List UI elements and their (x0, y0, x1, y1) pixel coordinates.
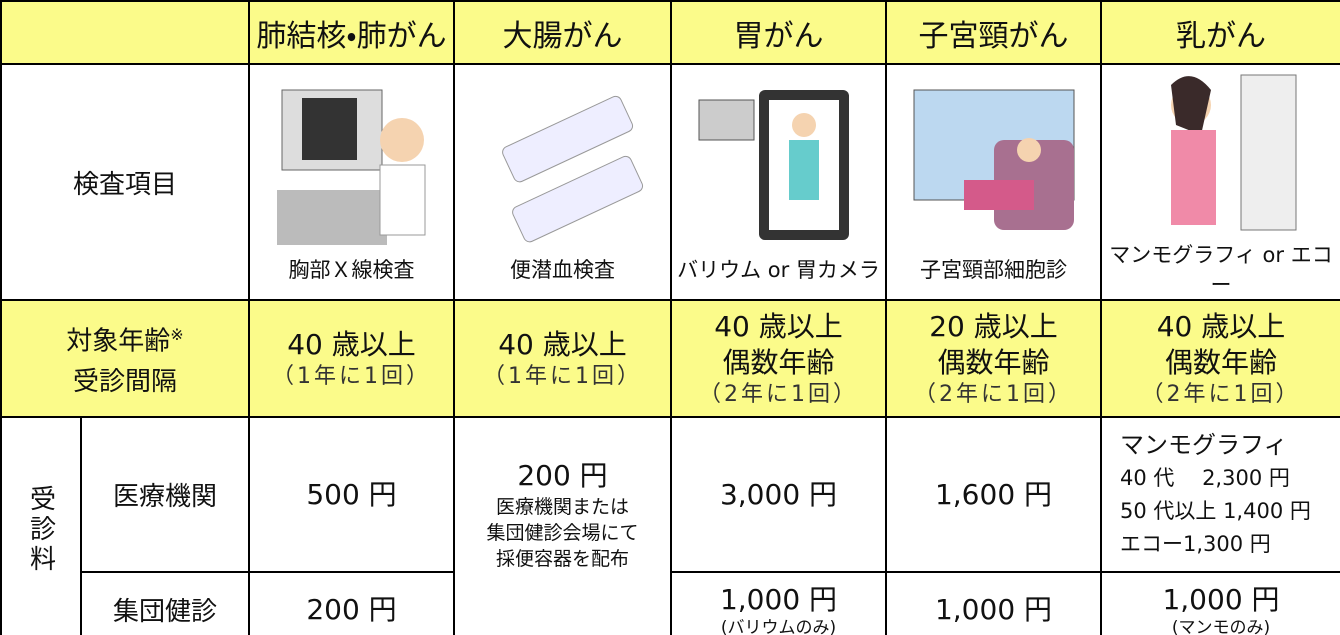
exam-name: 便潜血検査 (510, 258, 615, 282)
fee-cell: 1,000 円 (マンモのみ) (1100, 571, 1340, 635)
fee-cell: 200 円 (248, 571, 455, 635)
age-text: 40 歳以上 (1156, 309, 1286, 343)
age-cell: 40 歳以上 （1年に1回） (453, 299, 672, 418)
age-text: 20 歳以上 (929, 309, 1058, 343)
age-text: 偶数年齢 (1164, 345, 1277, 379)
fee-cell: 1,000 円 (885, 571, 1102, 635)
fee-group-row: 集団健診 200 円 1,000 円 (バリウムのみ) 1,000 円 1,000… (1, 571, 1340, 635)
label-line: 対象年齢 (66, 326, 171, 357)
age-cell: 40 歳以上 （1年に1回） (248, 299, 455, 418)
exam-cell: マンモグラフィ or エコー (1100, 63, 1340, 301)
age-cell: 20 歳以上 偶数年齢 （2年に1回） (885, 299, 1102, 418)
fee-line: 50 代以上 1,400 円 (1120, 498, 1311, 523)
age-row: 対象年齢※ 受診間隔 40 歳以上 （1年に1回） 40 歳以上 （1年に1回） 40… (0, 299, 1340, 418)
age-text: 40 歳以上 (287, 327, 416, 361)
interval-text: （2年に1回） (1141, 381, 1301, 407)
fee-text: 1,000 円 (1162, 582, 1280, 616)
age-text: 40 歳以上 (498, 327, 627, 361)
column-header: 乳がん (1100, 0, 1340, 65)
column-header: 子宮頸がん (885, 0, 1102, 65)
exam-name: 子宮頸部細胞診 (920, 258, 1067, 282)
exam-row: 検査項目 胸部Ｘ線検査 便潜血検査 バリウム or 胃カメラ 子宮頸部細胞診 マ… (0, 63, 1340, 301)
interval-text: （1年に1回） (272, 363, 431, 389)
corner-cell (0, 0, 250, 65)
cervical-illustration (913, 89, 1074, 230)
fee-cell: 3,000 円 (670, 416, 887, 573)
fee-group-label: 受診料 (0, 416, 82, 635)
fee-text: 200 円 (517, 459, 608, 492)
exam-name: バリウム or 胃カメラ (677, 258, 880, 282)
exam-name: 胸部Ｘ線検査 (288, 258, 415, 282)
xray-illustration (276, 89, 425, 245)
label-line: 受診間隔 (72, 366, 177, 397)
column-header: 肺結核・肺がん (248, 0, 455, 65)
fee-cell: 200 円医療機関または 集団健診会場にて 採便容器を配布 (453, 416, 672, 635)
fee-cell: 1,000 円 (バリウムのみ) (670, 571, 887, 635)
barium-illustration (698, 90, 849, 240)
fee-cell: 500 円 (248, 416, 455, 573)
fee-note: 医療機関または (495, 496, 629, 518)
age-cell: 40 歳以上 偶数年齢 （2年に1回） (670, 299, 887, 418)
fee-cell: 1,600 円 (885, 416, 1102, 573)
row-label: 医療機関 (80, 416, 250, 573)
age-text: 偶数年齢 (937, 345, 1050, 379)
vertical-label: 受診料 (25, 485, 56, 575)
exam-cell: バリウム or 胃カメラ (670, 63, 887, 301)
column-header: 胃がん (670, 0, 887, 65)
exam-name: マンモグラフィ or エコー (1109, 243, 1333, 297)
fee-medical-row: 受診料 医療機関 500 円 200 円医療機関または 集団健診会場にて 採便容器を… (0, 416, 1340, 635)
age-text: 40 歳以上 (714, 309, 843, 343)
age-text: 偶数年齢 (722, 345, 835, 379)
interval-text: （2年に1回） (914, 381, 1073, 407)
fee-line: エコー1,300 円 (1120, 531, 1271, 556)
fee-note: (バリウムのみ) (720, 617, 837, 635)
fee-line: マンモグラフィ (1120, 430, 1288, 459)
fee-line: 40 代 2,300 円 (1120, 465, 1290, 490)
row-label: 集団健診 (80, 571, 250, 635)
header-row: 肺結核・肺がん 大腸がん 胃がん 子宮頸がん 乳がん (0, 0, 1340, 65)
exam-cell: 胸部Ｘ線検査 (248, 63, 455, 301)
fee-note: 採便容器を配布 (495, 548, 629, 570)
interval-text: （2年に1回） (699, 381, 858, 407)
exam-cell: 便潜血検査 (453, 63, 672, 301)
row-label: 対象年齢※ 受診間隔 (0, 299, 250, 418)
interval-text: （1年に1回） (483, 363, 642, 389)
exam-cell: 子宮頸部細胞診 (885, 63, 1102, 301)
column-header: 大腸がん (453, 0, 672, 65)
row-label: 検査項目 (0, 63, 250, 301)
fee-text: 1,000 円 (719, 582, 838, 616)
kit-illustration (501, 95, 643, 243)
fee-cell: マンモグラフィ 40 代 2,300 円 50 代以上 1,400 円エコー1,30… (1100, 416, 1340, 573)
footnote-mark: ※ (170, 325, 184, 345)
age-cell: 40 歳以上 偶数年齢 （2年に1回） (1100, 299, 1340, 418)
mammography-illustration (1171, 74, 1297, 231)
fee-note: 集団健診会場にて (486, 522, 639, 544)
fee-note: (マンモのみ) (1171, 617, 1271, 635)
